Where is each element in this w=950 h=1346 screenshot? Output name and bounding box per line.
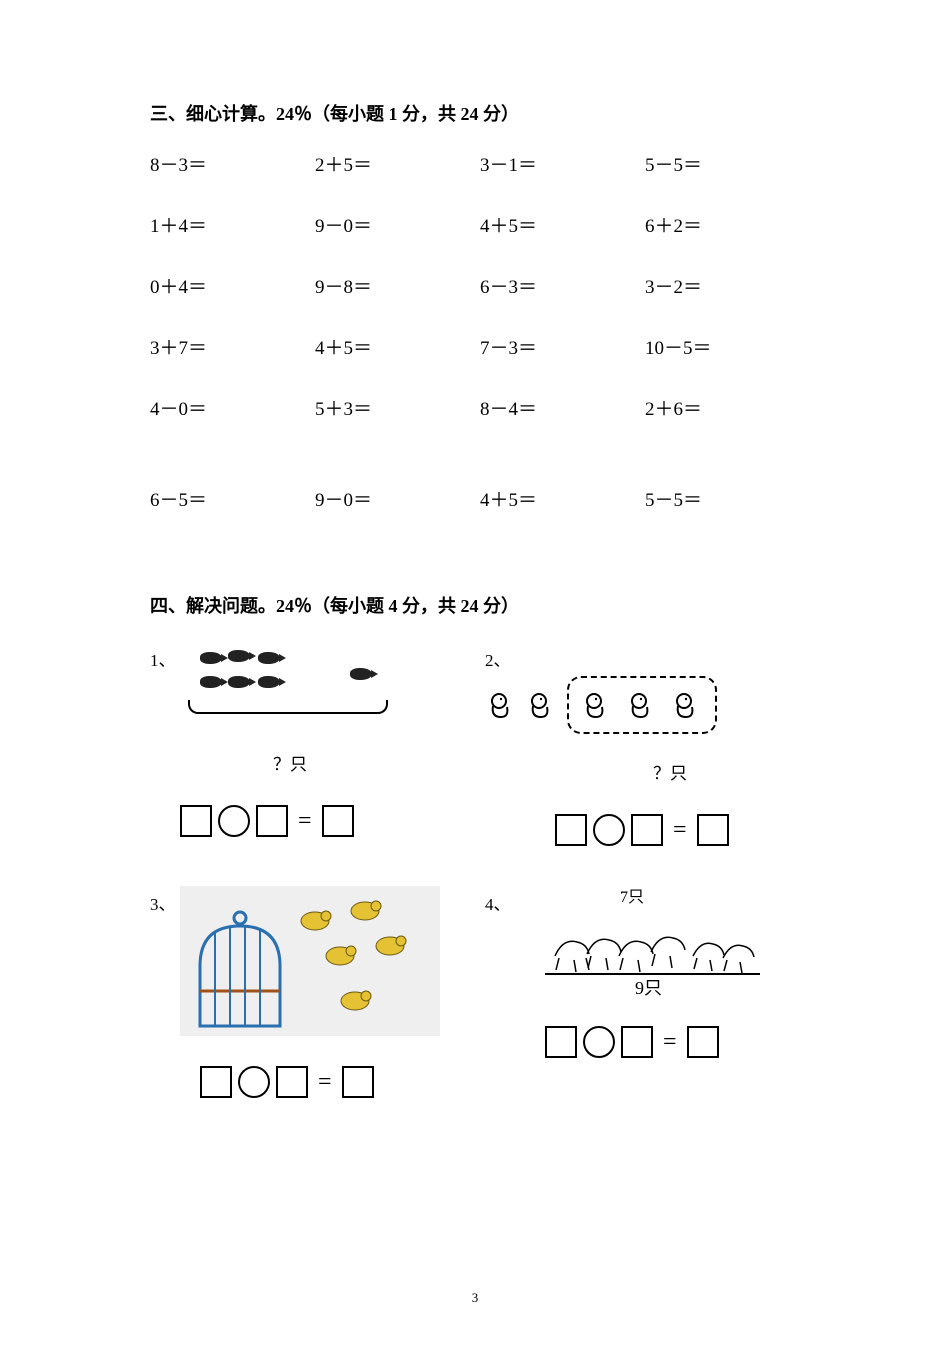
problem-number: 4、 — [485, 890, 511, 915]
deer-group-label: 7只 — [620, 889, 644, 906]
section3-title: 三、细心计算。24％（每小题 1 分，共 24 分） — [150, 100, 800, 126]
calc-cell: 6－3＝ — [480, 272, 635, 299]
blank-box-icon — [545, 1026, 577, 1058]
fish-illustration — [180, 642, 400, 742]
blank-box-icon — [555, 814, 587, 846]
calc-cell: 8－3＝ — [150, 150, 305, 177]
problem-4: 4、 7只 — [485, 886, 800, 1098]
equals-sign: = — [314, 1069, 336, 1096]
calc-cell: 4＋5＝ — [480, 211, 635, 238]
calc-cell: 5－5＝ — [645, 485, 800, 512]
calc-cell: 10－5＝ — [645, 333, 800, 360]
calc-cell: 4＋5＝ — [480, 485, 635, 512]
equation-template: = — [485, 814, 800, 846]
calc-cell: 0＋4＝ — [150, 272, 305, 299]
calc-cell: 4＋5＝ — [315, 333, 470, 360]
blank-box-icon — [697, 814, 729, 846]
calc-cell: 2＋5＝ — [315, 150, 470, 177]
equation-template: = — [150, 1066, 465, 1098]
deer-illustration: 7只 9只 — [515, 886, 775, 996]
blank-circle-icon — [218, 805, 250, 837]
calc-cell: 4－0＝ — [150, 394, 305, 421]
calc-cell: 9－8＝ — [315, 272, 470, 299]
cage-birds-illustration — [180, 886, 440, 1036]
blank-box-icon — [342, 1066, 374, 1098]
problems-grid: 1、 ？只 — [150, 642, 800, 1098]
blank-circle-icon — [583, 1026, 615, 1058]
blank-box-icon — [200, 1066, 232, 1098]
calc-cell: 2＋6＝ — [645, 394, 800, 421]
problem-caption: ？只 — [180, 750, 400, 775]
calc-cell: 8－4＝ — [480, 394, 635, 421]
problem-1: 1、 ？只 — [150, 642, 465, 846]
problem-2: 2、 ？只 = — [485, 642, 800, 846]
calc-cell: 3－2＝ — [645, 272, 800, 299]
page-number: 3 — [0, 1290, 950, 1306]
blank-circle-icon — [593, 814, 625, 846]
equals-sign: = — [669, 817, 691, 844]
blank-box-icon — [256, 805, 288, 837]
blank-circle-icon — [238, 1066, 270, 1098]
calc-cell: 7－3＝ — [480, 333, 635, 360]
calc-cell: 9－0＝ — [315, 211, 470, 238]
chick-illustration — [485, 671, 785, 751]
deer-total-label: 9只 — [635, 978, 662, 996]
problem-caption: ？只 — [555, 759, 785, 784]
calc-cell: 5－5＝ — [645, 150, 800, 177]
calc-cell: 6＋2＝ — [645, 211, 800, 238]
blank-box-icon — [631, 814, 663, 846]
calc-cell: 3－1＝ — [480, 150, 635, 177]
equation-template: = — [485, 1026, 800, 1058]
problem-number: 1、 — [150, 646, 176, 671]
blank-box-icon — [621, 1026, 653, 1058]
dashed-box-icon — [567, 676, 717, 734]
blank-box-icon — [276, 1066, 308, 1098]
problem-number: 2、 — [485, 646, 511, 671]
blank-box-icon — [687, 1026, 719, 1058]
calc-cell: 1＋4＝ — [150, 211, 305, 238]
calc-cell: 6－5＝ — [150, 485, 305, 512]
problem-number: 3、 — [150, 890, 176, 915]
problem-3: 3、 — [150, 886, 465, 1098]
blank-box-icon — [322, 805, 354, 837]
calc-grid: 8－3＝ 2＋5＝ 3－1＝ 5－5＝ 1＋4＝ 9－0＝ 4＋5＝ 6＋2＝ … — [150, 150, 800, 512]
equals-sign: = — [294, 808, 316, 835]
calc-cell: 9－0＝ — [315, 485, 470, 512]
equals-sign: = — [659, 1029, 681, 1056]
blank-box-icon — [180, 805, 212, 837]
calc-cell: 5＋3＝ — [315, 394, 470, 421]
calc-cell: 3＋7＝ — [150, 333, 305, 360]
section4-title: 四、解决问题。24％（每小题 4 分，共 24 分） — [150, 592, 800, 618]
equation-template: = — [150, 805, 465, 837]
